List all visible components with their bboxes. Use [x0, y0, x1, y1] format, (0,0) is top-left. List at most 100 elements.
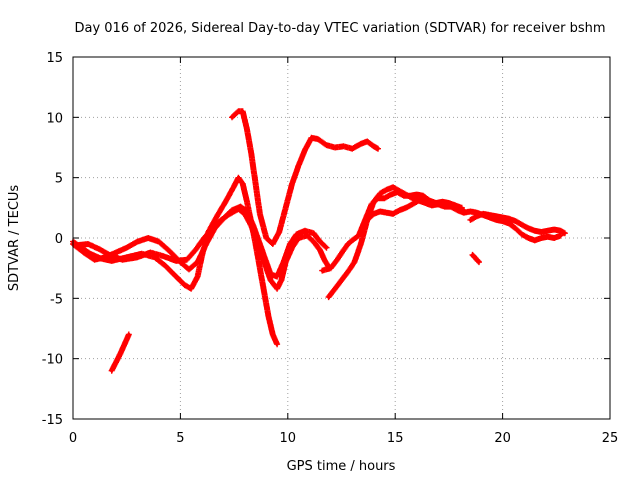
data-point	[320, 268, 324, 273]
data-point	[211, 226, 215, 230]
data-point	[86, 242, 90, 246]
data-point	[520, 232, 524, 236]
data-point	[342, 144, 346, 148]
data-point	[161, 254, 165, 258]
data-point	[372, 212, 376, 216]
data-point	[256, 242, 260, 246]
data-point	[125, 246, 129, 250]
data-point	[262, 260, 266, 264]
data-point	[120, 258, 125, 262]
data-point	[477, 260, 481, 264]
data-point	[513, 226, 518, 230]
data-point	[311, 240, 316, 244]
data-point	[92, 258, 97, 262]
data-point	[552, 227, 556, 232]
y-tick-label: 5	[55, 172, 63, 187]
data-point	[329, 266, 333, 270]
data-point	[443, 203, 447, 208]
data-point	[122, 342, 127, 346]
data-point	[195, 260, 200, 264]
data-point	[157, 240, 161, 244]
data-point	[296, 236, 301, 240]
data-point	[114, 360, 118, 364]
data-point	[324, 143, 329, 147]
data-point	[279, 278, 283, 282]
data-point	[97, 247, 101, 251]
data-point	[309, 136, 314, 140]
data-point	[376, 147, 380, 151]
data-point	[266, 314, 271, 319]
data-point	[415, 192, 419, 197]
data-point	[185, 258, 189, 262]
data-point	[277, 230, 281, 234]
grid	[73, 57, 610, 419]
data-point	[107, 253, 112, 257]
data-point	[378, 191, 382, 195]
data-point	[533, 238, 537, 243]
data-point	[397, 208, 402, 212]
data-point	[275, 287, 279, 291]
data-point	[365, 139, 369, 144]
data-point	[430, 200, 434, 204]
data-point	[342, 248, 346, 252]
data-point	[236, 176, 240, 180]
data-point	[127, 332, 131, 337]
series-arc-3	[74, 206, 332, 292]
data-point	[232, 184, 236, 188]
y-tick-label: 0	[55, 232, 63, 247]
data-point	[350, 238, 354, 243]
data-point	[468, 218, 472, 222]
data-point	[410, 202, 414, 206]
data-point	[520, 223, 524, 227]
data-point	[563, 231, 567, 235]
data-point	[507, 217, 511, 221]
data-point	[284, 260, 288, 264]
data-point	[385, 211, 389, 215]
data-point	[243, 212, 247, 216]
data-point	[271, 332, 275, 337]
data-point	[455, 208, 460, 212]
data-point	[470, 253, 475, 257]
data-point	[245, 127, 249, 131]
y-tick-label: 15	[46, 51, 63, 66]
data-point	[513, 219, 518, 223]
data-point	[391, 212, 395, 216]
data-point	[230, 115, 234, 119]
data-point	[303, 229, 307, 233]
data-point	[382, 196, 387, 200]
data-point	[339, 278, 344, 282]
data-point	[350, 147, 354, 151]
x-tick-label: 25	[602, 431, 619, 446]
y-tick-label: -10	[42, 353, 63, 368]
data-point	[546, 229, 550, 233]
data-layer	[70, 108, 568, 374]
data-point	[475, 258, 479, 262]
data-point	[236, 109, 240, 113]
data-point	[359, 230, 363, 234]
data-point	[193, 248, 198, 252]
data-point	[357, 233, 361, 238]
y-tick-label: -15	[42, 413, 63, 428]
x-tick-label: 5	[176, 431, 184, 446]
series-arc-9	[467, 210, 568, 237]
data-point	[228, 212, 232, 216]
data-point	[275, 275, 279, 279]
data-point	[352, 260, 356, 264]
data-point	[346, 270, 350, 274]
data-point	[539, 230, 543, 234]
data-point	[202, 236, 206, 240]
data-point	[75, 243, 79, 247]
data-point	[290, 246, 294, 250]
x-axis-label: GPS time / hours	[287, 459, 396, 474]
data-point	[333, 145, 337, 150]
data-point	[258, 212, 262, 216]
x-tick-label: 15	[387, 431, 404, 446]
data-point	[333, 287, 337, 291]
data-point	[423, 197, 427, 201]
data-point	[245, 200, 249, 204]
data-point	[526, 226, 530, 230]
data-point	[249, 151, 253, 156]
data-point	[275, 342, 279, 346]
data-point	[311, 231, 316, 235]
data-point	[114, 250, 118, 255]
